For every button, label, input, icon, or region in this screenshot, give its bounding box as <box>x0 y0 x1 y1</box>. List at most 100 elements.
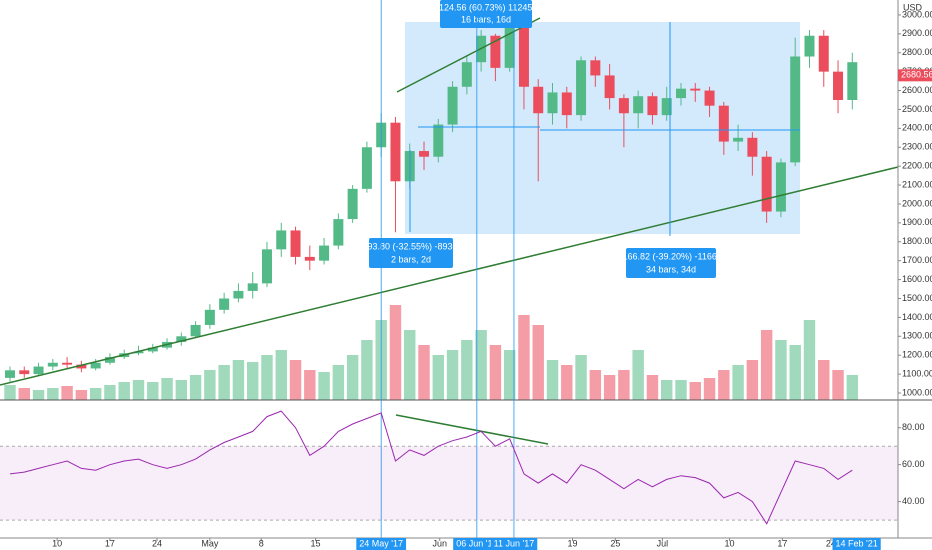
volume-bar <box>532 325 544 400</box>
x-tick-label: Jul <box>657 538 669 548</box>
y-tick-label: 2900.00 <box>902 28 932 38</box>
y-tick-label: 2500.00 <box>902 104 932 114</box>
measure-box <box>405 22 800 234</box>
x-highlight-box <box>356 538 407 550</box>
volume-bar <box>703 378 716 400</box>
volume-bar <box>75 390 88 400</box>
volume-bar <box>689 382 701 400</box>
candle-body <box>818 35 829 72</box>
volume-bar <box>432 355 445 400</box>
x-highlight-box <box>453 538 501 550</box>
volume-bar <box>603 375 616 400</box>
y-tick-label: 1500.00 <box>902 293 932 303</box>
y-tick-label: 1600.00 <box>902 274 932 284</box>
candle-body <box>518 22 529 87</box>
volume-bar <box>332 365 345 400</box>
last-price-box <box>898 69 932 82</box>
y-tick-label: 40.00 <box>902 496 925 506</box>
candle-body <box>347 188 358 220</box>
volume-bar <box>118 382 130 400</box>
volume-bar <box>89 388 102 400</box>
volume-bar <box>4 385 16 400</box>
candle-body <box>419 151 430 157</box>
volume-bar <box>318 372 330 400</box>
candle-body <box>233 290 244 299</box>
candle-body <box>176 336 187 342</box>
candle-body <box>618 98 629 114</box>
candle-body <box>19 370 30 375</box>
measure-text: 2 bars, 2d <box>391 254 431 264</box>
x-tick-label: 8 <box>259 538 264 548</box>
candle-body <box>76 364 87 369</box>
last-price-label: 2680.56 <box>901 70 932 80</box>
volume-bar <box>289 360 302 400</box>
y-tick-label: 1200.00 <box>902 350 932 360</box>
volume-bar <box>489 345 502 400</box>
candle-body <box>747 137 758 157</box>
volume-bar <box>446 350 459 400</box>
candle-body <box>62 362 73 365</box>
candle-body <box>433 124 444 157</box>
candle-body <box>847 62 858 100</box>
volume-bar <box>204 370 216 400</box>
volume-bar <box>618 370 630 400</box>
trend-line <box>0 166 899 386</box>
x-tick-label: 24 <box>152 538 162 548</box>
candle-body <box>319 245 330 261</box>
candle-body <box>533 86 544 114</box>
volume-bar <box>546 360 559 400</box>
candle-body <box>833 71 844 100</box>
candle-body <box>576 60 587 116</box>
volume-bar <box>104 385 116 400</box>
y-tick-label: 1100.00 <box>902 368 932 378</box>
volume-bar <box>589 370 602 400</box>
rsi-line <box>9 410 853 525</box>
candle-body <box>690 88 701 91</box>
volume-bar <box>732 365 744 400</box>
volume-bar <box>760 330 773 400</box>
volume-bar <box>147 382 159 400</box>
volume-bar <box>518 315 530 400</box>
back-layer: 1000.00 1100.00 1200.00 1300.00 1400.00 1500.… <box>4 9 932 400</box>
volume-bar <box>846 375 859 400</box>
measure-text: -893.80 (-32.55%) -89380 <box>359 241 462 251</box>
volume-bar <box>346 355 359 400</box>
candle-body <box>247 283 258 291</box>
candle-body <box>147 347 158 352</box>
volume-bar <box>218 365 230 400</box>
candle-body <box>219 298 230 310</box>
y-tick-label: 80.00 <box>902 422 925 432</box>
candle-body <box>490 35 501 68</box>
measure-text: 1124.56 (60.73%) 112456 <box>435 2 538 12</box>
candle-body <box>761 156 772 212</box>
x-tick-label: 17 <box>105 538 115 548</box>
candle-body <box>675 88 686 99</box>
volume-bar <box>404 330 416 400</box>
x-tick-label: May <box>201 538 219 548</box>
trend-line <box>396 17 541 93</box>
x-tick-label: 25 <box>610 538 620 548</box>
volume-bar <box>746 360 759 400</box>
volume-bar <box>47 388 59 400</box>
x-tick-label: 10 <box>725 538 735 548</box>
x-highlight-label: 24 May '17 <box>359 538 403 548</box>
x-highlight-label: 14 Feb '21 <box>835 538 877 548</box>
volume-bar <box>803 320 816 400</box>
candle-body <box>204 309 215 325</box>
candle-body <box>704 90 715 106</box>
candle-body <box>561 92 572 116</box>
currency: USD <box>903 2 923 12</box>
candle-body <box>461 62 472 87</box>
y-tick-label: 2200.00 <box>902 161 932 171</box>
candle-body <box>90 362 101 369</box>
measure-label <box>369 238 453 268</box>
rsi-band <box>0 446 898 521</box>
volume-bar <box>775 340 787 400</box>
candle-body <box>104 357 115 363</box>
candle-body <box>447 86 458 125</box>
volume-bar <box>175 380 188 400</box>
y-tick-label: 1300.00 <box>902 331 932 341</box>
candle-body <box>661 98 672 116</box>
candle-body <box>33 366 44 375</box>
